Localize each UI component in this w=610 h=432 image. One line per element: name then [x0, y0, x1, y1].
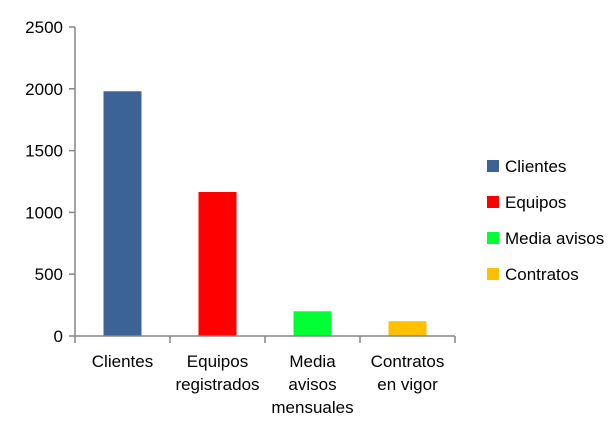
- bar-media-avisos: [293, 311, 332, 336]
- y-tick-label: 1000: [25, 203, 63, 222]
- y-tick-label: 2500: [25, 18, 63, 37]
- x-tick-label: Equipos registrados: [175, 352, 259, 394]
- legend-swatch: [487, 232, 499, 244]
- x-tick-label: Media avisos mensuales: [271, 352, 353, 417]
- x-tick-label: Clientes: [92, 352, 153, 371]
- legend-swatch: [487, 196, 499, 208]
- legend-label: Equipos: [505, 193, 566, 212]
- legend-swatch: [487, 268, 499, 280]
- legend-label: Media avisos: [505, 229, 604, 248]
- bars-group: [103, 91, 427, 336]
- y-tick-label: 500: [35, 265, 63, 284]
- legend-label: Contratos: [505, 265, 579, 284]
- legend-swatch: [487, 160, 499, 172]
- y-tick-label: 2000: [25, 80, 63, 99]
- bar-contratos: [388, 321, 427, 336]
- x-axis-category-separators: [74, 336, 456, 343]
- legend: Clientes Equipos Media avisos Contratos: [487, 157, 604, 284]
- x-axis-labels: Clientes Equipos registrados Media avisos men…: [92, 352, 445, 417]
- y-axis-ticks: 0 500 1000 1500 2000 2500: [25, 18, 75, 346]
- y-tick-label: 0: [54, 327, 63, 346]
- x-tick-label: Contratos en vigor: [371, 352, 445, 394]
- legend-label: Clientes: [505, 157, 566, 176]
- bar-clientes: [103, 91, 142, 336]
- y-tick-label: 1500: [25, 142, 63, 161]
- bar-equipos: [198, 192, 237, 336]
